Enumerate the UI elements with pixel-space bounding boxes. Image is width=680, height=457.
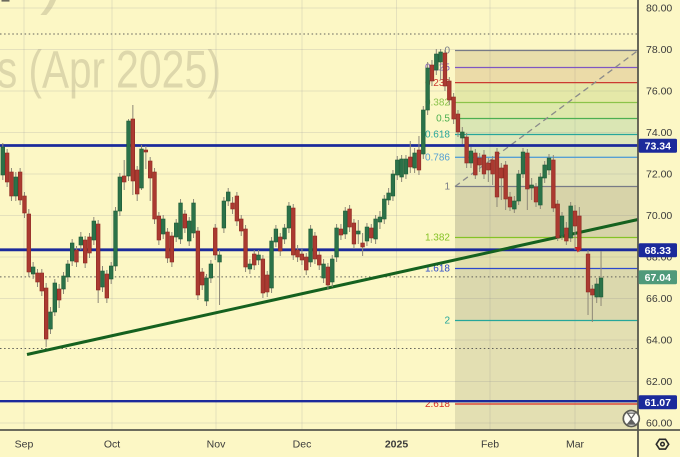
svg-text:0.236: 0.236 xyxy=(425,78,450,89)
svg-text:Sep: Sep xyxy=(15,439,34,451)
svg-text:0.382: 0.382 xyxy=(425,98,450,109)
svg-text:Mar: Mar xyxy=(566,439,585,451)
svg-text:67.04: 67.04 xyxy=(645,272,671,284)
svg-text:Dec: Dec xyxy=(293,439,312,451)
svg-text:1: 1 xyxy=(444,182,450,193)
svg-text:78.00: 78.00 xyxy=(646,44,672,56)
svg-text:Oct: Oct xyxy=(104,439,120,451)
svg-text:1.382: 1.382 xyxy=(425,233,450,244)
svg-text:60.00: 60.00 xyxy=(646,418,672,430)
svg-text:Feb: Feb xyxy=(481,439,499,451)
svg-text:): ) xyxy=(40,0,63,16)
svg-text:2025: 2025 xyxy=(385,439,409,451)
svg-text:72.00: 72.00 xyxy=(646,169,672,181)
svg-text:76.00: 76.00 xyxy=(646,86,672,98)
svg-text:80.00: 80.00 xyxy=(646,3,672,15)
svg-text:2.618: 2.618 xyxy=(425,399,450,410)
svg-text:2025): 2025) xyxy=(116,41,221,100)
svg-text:0.618: 0.618 xyxy=(425,130,450,141)
svg-text:73.34: 73.34 xyxy=(645,141,671,153)
svg-text:64.00: 64.00 xyxy=(646,335,672,347)
svg-text:0.786: 0.786 xyxy=(425,153,450,164)
svg-text:74.00: 74.00 xyxy=(646,127,672,139)
svg-text:62.00: 62.00 xyxy=(646,376,672,388)
svg-text:0.5: 0.5 xyxy=(436,114,450,125)
svg-text:61.07: 61.07 xyxy=(645,397,671,409)
svg-text:1.618: 1.618 xyxy=(425,264,450,275)
svg-text:70.00: 70.00 xyxy=(646,210,672,222)
svg-text:68.33: 68.33 xyxy=(645,245,671,257)
svg-text:0: 0 xyxy=(444,46,450,57)
svg-text:66.00: 66.00 xyxy=(646,293,672,305)
svg-text:Nov: Nov xyxy=(207,439,226,451)
svg-text:s (Apr: s (Apr xyxy=(0,41,105,100)
svg-text:2: 2 xyxy=(444,316,450,327)
